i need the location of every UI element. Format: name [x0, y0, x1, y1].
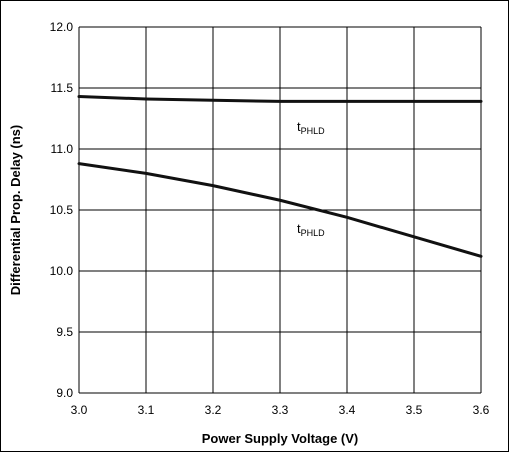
x-tick-label: 3.6: [473, 403, 490, 417]
tick-labels: 3.0 3.1 3.2 3.3 3.4 3.5 3.6 12.0 11.5 11.0 10.5 10.…: [50, 20, 490, 417]
series-lines: [77, 95, 483, 258]
y-tick-label: 11.0: [51, 142, 74, 156]
y-axis-label: Differential Prop. Delay (ns): [8, 125, 23, 295]
x-tick-label: 3.2: [205, 403, 222, 417]
x-tick-label: 3.0: [71, 403, 88, 417]
x-axis-label: Power Supply Voltage (V): [202, 431, 359, 446]
y-tick-label: 11.5: [51, 81, 74, 95]
x-tick-label: 3.4: [339, 403, 356, 417]
grid-lines: [78, 26, 482, 394]
x-tick-label: 3.5: [406, 403, 423, 417]
y-tick-label: 10.5: [50, 203, 74, 217]
y-tick-label: 12.0: [50, 20, 74, 34]
y-tick-label: 9.5: [56, 325, 73, 339]
series-label-lower: tPHLD: [297, 221, 325, 238]
y-tick-label: 10.0: [50, 264, 74, 278]
series-line-upper: [77, 95, 483, 103]
series-line-lower: [77, 162, 483, 258]
series-label-upper: tPHLD: [297, 119, 325, 136]
y-tick-label: 9.0: [56, 386, 73, 400]
x-tick-label: 3.3: [272, 403, 289, 417]
x-tick-label: 3.1: [138, 403, 155, 417]
